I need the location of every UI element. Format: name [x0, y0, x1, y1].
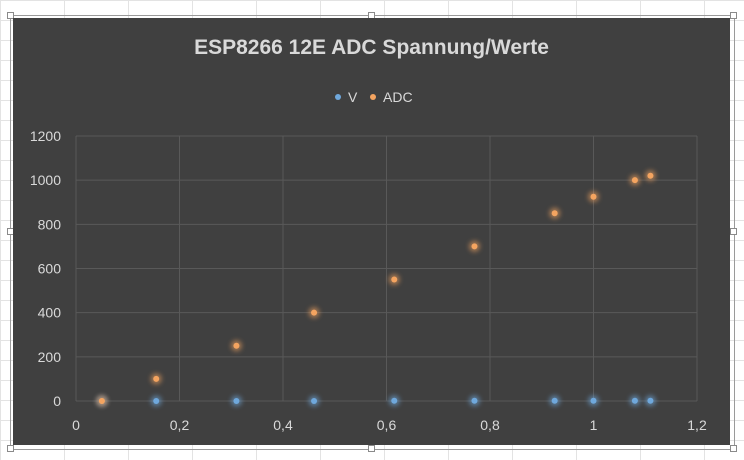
legend-marker	[335, 94, 341, 100]
data-point[interactable]	[98, 398, 105, 404]
scatter-plot[interactable]: 0 200 400 600 800 1000 1200 0 0,2 0,4 0,6 0,8 1 1,2 V A…	[13, 18, 730, 445]
y-tick-label: 1200	[30, 128, 61, 144]
resize-handle-bottom-right[interactable]	[730, 445, 737, 452]
data-point[interactable]	[590, 397, 597, 404]
data-point[interactable]	[647, 172, 654, 179]
y-tick-label: 400	[38, 305, 62, 321]
legend-marker	[370, 94, 376, 100]
data-point[interactable]	[590, 193, 597, 200]
data-point[interactable]	[551, 210, 558, 217]
resize-handle-top-left[interactable]	[7, 12, 14, 19]
resize-handle-bottom[interactable]	[368, 445, 375, 452]
data-point[interactable]	[631, 177, 638, 184]
data-point[interactable]	[233, 342, 240, 349]
chart-area[interactable]: ESP8266 12E ADC Spannung/Werte 0 200 400 60…	[13, 18, 730, 445]
y-tick-label: 0	[53, 393, 61, 409]
data-point[interactable]	[471, 243, 478, 250]
series-adc[interactable]	[96, 170, 656, 407]
x-tick-label: 1,2	[687, 417, 707, 433]
data-point[interactable]	[471, 397, 478, 404]
legend-entry-adc[interactable]: ADC	[370, 89, 413, 105]
y-tick-label: 1000	[30, 172, 61, 188]
data-point[interactable]	[391, 276, 398, 283]
y-tick-label: 600	[38, 261, 62, 277]
resize-handle-top-right[interactable]	[730, 12, 737, 19]
legend-label: V	[348, 89, 358, 105]
y-tick-label: 800	[38, 216, 62, 232]
data-point[interactable]	[153, 375, 160, 382]
data-point[interactable]	[551, 397, 558, 404]
data-point[interactable]	[631, 397, 638, 404]
x-tick-label: 0	[72, 417, 80, 433]
data-point[interactable]	[233, 398, 240, 404]
x-tick-label: 0,6	[377, 417, 397, 433]
resize-handle-right[interactable]	[730, 228, 737, 235]
legend-label: ADC	[383, 89, 413, 105]
data-point[interactable]	[391, 397, 398, 404]
y-tick-label: 200	[38, 349, 62, 365]
x-tick-label: 0,2	[170, 417, 190, 433]
legend-entry-v[interactable]: V	[335, 89, 358, 105]
data-point[interactable]	[311, 309, 318, 316]
x-tick-label: 0,4	[273, 417, 293, 433]
data-point[interactable]	[311, 398, 318, 404]
resize-handle-bottom-left[interactable]	[7, 445, 14, 452]
x-tick-label: 0,8	[480, 417, 500, 433]
x-tick-label: 1	[590, 417, 598, 433]
data-point[interactable]	[153, 398, 160, 404]
chart-title[interactable]: ESP8266 12E ADC Spannung/Werte	[194, 36, 549, 59]
data-point[interactable]	[647, 397, 654, 404]
